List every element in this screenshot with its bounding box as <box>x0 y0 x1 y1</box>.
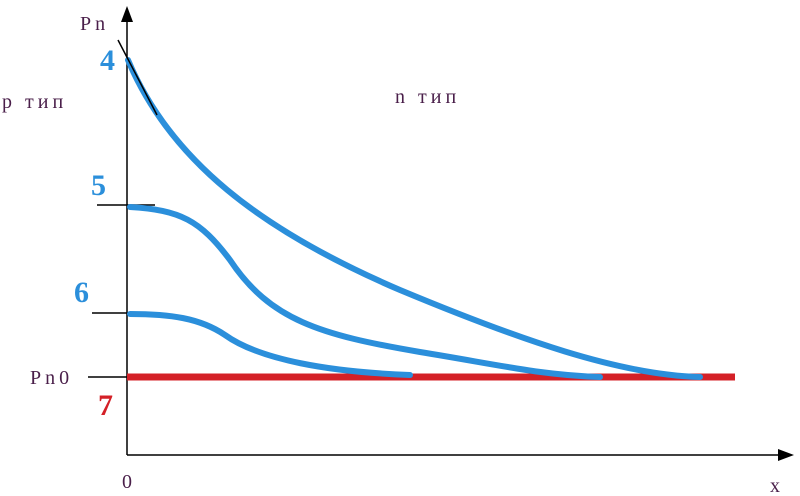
origin-label: 0 <box>122 471 136 493</box>
equilibrium-label: Pn0 <box>30 367 73 389</box>
y-axis-label: Pn <box>80 13 109 35</box>
curve-label: 4 <box>100 44 115 77</box>
curve-5 <box>127 204 603 380</box>
curve-6 <box>127 311 413 378</box>
x-axis-label: x <box>770 475 784 496</box>
curve-label: 6 <box>74 276 89 309</box>
region-label: n тип <box>395 86 460 108</box>
curve-label: 5 <box>91 169 106 202</box>
x-arrow <box>778 449 794 461</box>
tangent-line <box>117 39 158 116</box>
curve-4 <box>125 57 703 380</box>
curve-label: 7 <box>98 389 113 422</box>
y-arrow <box>121 6 133 22</box>
region-label: р тип <box>2 91 67 113</box>
